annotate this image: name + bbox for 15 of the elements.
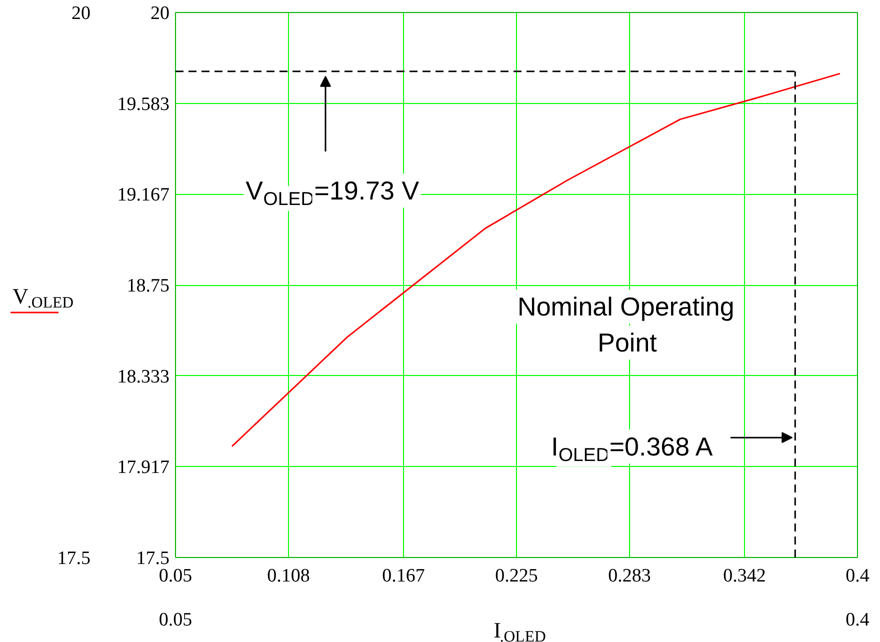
y2-tick-label: 17.917 <box>117 457 170 478</box>
annotation: Nominal Operating Point <box>518 292 734 358</box>
x2-tick-label: 0.4 <box>846 610 870 630</box>
x-tick-label: 0.342 <box>723 566 766 586</box>
x2-tick-label: 0.05 <box>158 610 192 630</box>
x-tick-label: 0.108 <box>267 566 310 586</box>
y2-tick-label: 19.583 <box>117 94 170 115</box>
y2-tick-label: 18.75 <box>126 276 170 296</box>
x-tick-label: 0.283 <box>608 566 651 586</box>
x-tick-label: 0.4 <box>846 566 870 586</box>
x-tick-label: 0.225 <box>495 566 538 586</box>
y2-tick-label: 20 <box>150 3 170 24</box>
x-tick-label: 0.167 <box>382 566 425 586</box>
y2-tick-label: 19.167 <box>117 184 170 206</box>
y2-tick-label: 18.333 <box>117 366 170 388</box>
